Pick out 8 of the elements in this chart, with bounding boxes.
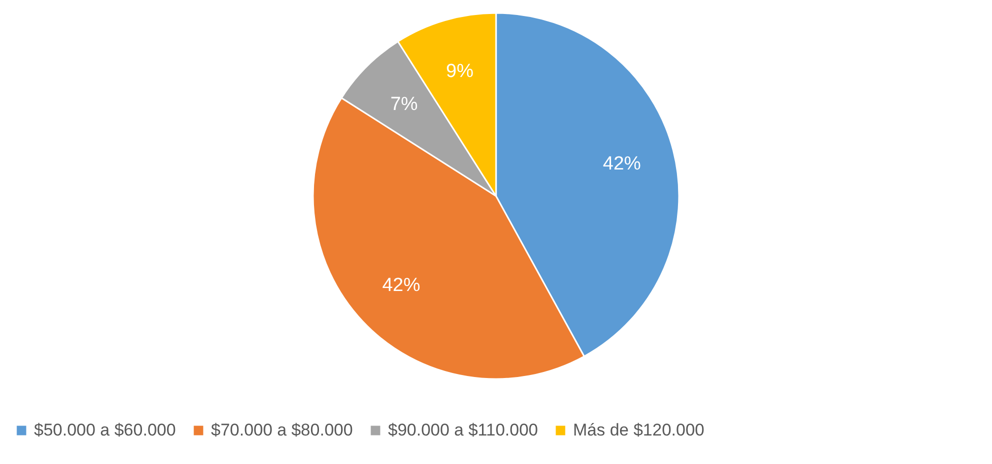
legend-label: $90.000 a $110.000	[388, 420, 538, 440]
legend-label: Más de $120.000	[573, 420, 704, 440]
legend-label: $50.000 a $60.000	[34, 420, 176, 440]
data-label: 9%	[446, 61, 474, 82]
data-label: 7%	[390, 94, 418, 116]
data-label: 42%	[382, 274, 420, 296]
data-label: 42%	[602, 154, 642, 175]
legend-label: $70.000 a $80.000	[211, 420, 353, 440]
